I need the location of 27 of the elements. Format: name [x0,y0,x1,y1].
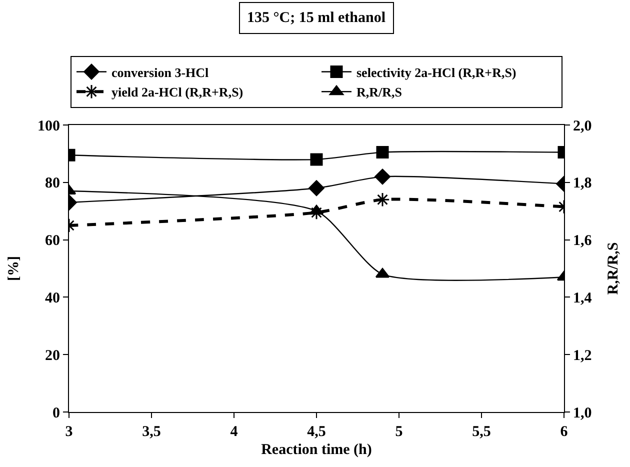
x-tick-label: 5,5 [472,424,491,440]
legend-label: yield 2a-HCl (R,R+R,S) [112,84,244,100]
y2-tick-label: 1,2 [573,348,592,364]
legend-label: R,R/R,S [356,84,402,100]
x-tick-label: 3 [65,424,73,440]
x-tick-label: 5 [395,424,403,440]
y2-axis-title: R,R/R,S [605,242,622,295]
x-axis-title: Reaction time (h) [261,442,372,458]
x-tick-label: 4 [230,424,238,440]
x-tick-label: 6 [560,424,568,440]
legend-label: conversion 3-HCl [112,64,210,80]
x-tick-label: 3,5 [142,424,161,440]
y2-tick-label: 1,4 [573,290,592,306]
legend-label: selectivity 2a-HCl (R,R+R,S) [356,64,516,80]
y2-tick-label: 1,8 [573,176,592,192]
y-tick-label: 0 [52,405,60,422]
y-tick-label: 60 [45,233,60,250]
y-axis-title: [%] [6,256,22,281]
x-tick-label: 4,5 [307,424,326,440]
y-tick-label: 100 [38,118,60,134]
y2-tick-label: 1,6 [573,233,592,250]
y2-tick-label: 1,0 [573,405,592,422]
y2-tick-label: 2,0 [573,118,592,134]
y-tick-label: 40 [45,290,60,306]
y-tick-label: 80 [45,176,60,192]
y-tick-label: 20 [45,348,60,364]
chart-title: 135 °C; 15 ml ethanol [247,10,386,26]
